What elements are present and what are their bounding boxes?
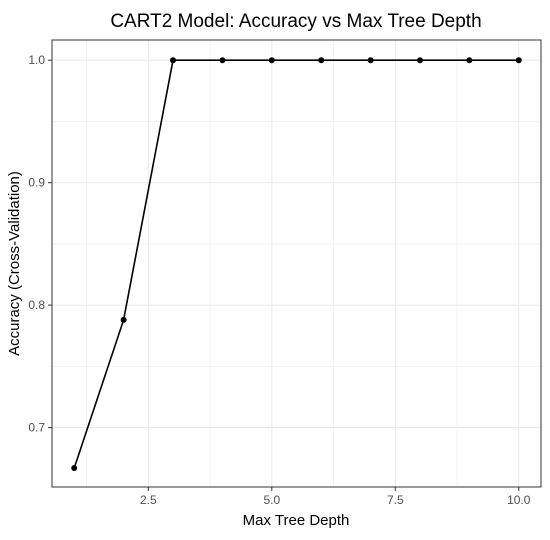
data-point-x10 [515,57,522,64]
grid-lines [52,40,541,487]
data-point-x1 [71,465,78,472]
data-point-x8 [416,57,423,64]
data-point-x3 [170,57,177,64]
x-tick-label-0: 2.5 [140,493,157,507]
y-axis-title: Accuracy (Cross-Validation) [6,171,23,356]
series-line-layer [73,59,519,469]
x-tick-label-2: 7.5 [387,493,404,507]
y-tick-label-3: 1.0 [28,53,45,67]
data-point-x6 [318,57,325,64]
data-point-x4 [219,57,226,64]
data-points [71,57,522,472]
y-axis-ticks: 0.7 0.8 0.9 1.0 [28,53,52,435]
data-point-x2 [120,316,127,323]
data-point-x7 [367,57,374,64]
data-point-x9 [466,57,473,64]
x-axis-ticks: 2.5 5.0 7.5 10.0 [140,487,531,507]
panel-border [51,39,542,488]
x-axis-title: Max Tree Depth [243,512,350,529]
series-line-0 [73,59,519,469]
y-tick-label-2: 0.9 [28,176,45,190]
y-tick-label-0: 0.7 [28,421,45,435]
chart-title: CART2 Model: Accuracy vs Max Tree Depth [110,11,481,32]
data-point-x5 [268,57,275,64]
y-tick-label-1: 0.8 [28,298,45,312]
x-tick-label-1: 5.0 [263,493,280,507]
x-tick-label-3: 10.0 [507,493,531,507]
